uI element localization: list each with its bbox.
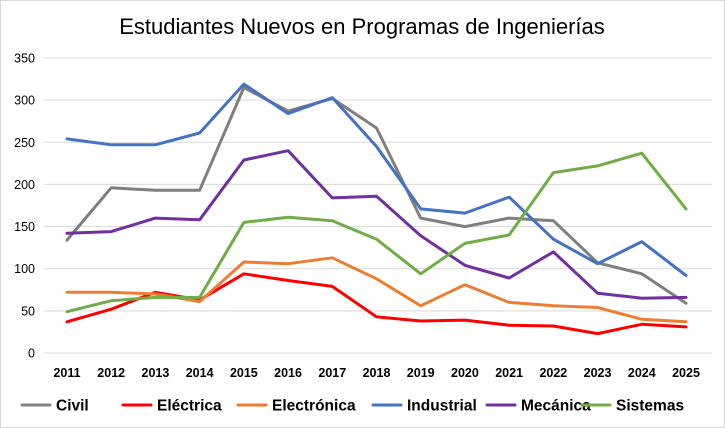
x-tick-label: 2015 bbox=[230, 366, 258, 380]
y-tick-label: 300 bbox=[14, 94, 35, 108]
x-tick-label: 2023 bbox=[584, 366, 612, 380]
y-tick-label: 200 bbox=[14, 178, 35, 192]
y-tick-label: 100 bbox=[14, 262, 35, 276]
y-axis-ticks: 0 50 100 150 200 250 300 350 bbox=[14, 52, 35, 361]
x-tick-label: 2017 bbox=[318, 366, 346, 380]
series-line-sistemas bbox=[65, 151, 688, 314]
x-tick-label: 2022 bbox=[539, 366, 567, 380]
legend: Civil Eléctrica Electrónica Industrial Mecán… bbox=[20, 398, 684, 415]
legend-label-mecanica: Mecánica bbox=[521, 398, 591, 415]
grid-lines bbox=[44, 57, 712, 354]
x-tick-label: 2021 bbox=[495, 366, 523, 380]
chart-title: Estudiantes Nuevos en Programas de Ingen… bbox=[119, 14, 605, 39]
y-tick-label: 0 bbox=[28, 347, 35, 361]
y-tick-label: 250 bbox=[14, 136, 35, 150]
x-tick-label: 2025 bbox=[672, 366, 700, 380]
x-tick-label: 2016 bbox=[274, 366, 302, 380]
x-tick-label: 2019 bbox=[407, 366, 435, 380]
x-tick-label: 2012 bbox=[97, 366, 125, 380]
legend-label-sistemas: Sistemas bbox=[616, 398, 684, 415]
x-tick-label: 2018 bbox=[363, 366, 391, 380]
series-line-civil bbox=[65, 86, 688, 305]
x-tick-label: 2020 bbox=[451, 366, 479, 380]
legend-label-industrial: Industrial bbox=[407, 398, 477, 415]
x-axis-ticks: 2011 2012 2013 2014 2015 2016 2017 2018 2019 2020… bbox=[53, 366, 700, 380]
series-lines bbox=[65, 82, 688, 336]
x-tick-label: 2024 bbox=[628, 366, 656, 380]
y-tick-label: 350 bbox=[14, 52, 35, 66]
legend-label-electrica: Eléctrica bbox=[157, 398, 222, 415]
series-line-mecanica bbox=[65, 149, 688, 300]
series-line-electrica bbox=[65, 272, 688, 336]
series-line-industrial bbox=[65, 82, 688, 277]
x-tick-label: 2013 bbox=[142, 366, 170, 380]
x-tick-label: 2011 bbox=[53, 366, 80, 380]
y-tick-label: 50 bbox=[21, 304, 35, 318]
x-tick-label: 2014 bbox=[186, 366, 214, 380]
y-tick-label: 150 bbox=[14, 220, 35, 234]
legend-label-civil: Civil bbox=[56, 398, 89, 415]
legend-label-electronica: Electrónica bbox=[272, 398, 356, 415]
